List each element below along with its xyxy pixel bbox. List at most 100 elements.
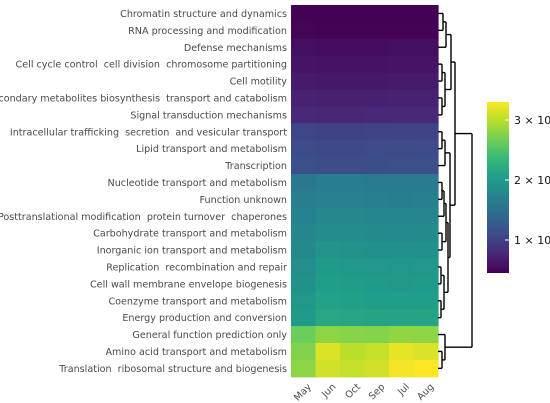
colorbar-tick-label: 1 × 10⁶: [514, 234, 550, 247]
heatmap-cell: [315, 326, 341, 344]
heatmap-cell: [340, 241, 366, 260]
row-label: Defense mechanisms: [184, 43, 287, 54]
row-labels: Chromatin structure and dynamics RNA proc…: [0, 9, 287, 375]
heatmap-cell: [315, 275, 341, 293]
heatmap-cell: [340, 123, 366, 141]
heatmap-cell: [413, 157, 439, 175]
heatmap-cell: [364, 174, 390, 192]
heatmap-cell: [413, 38, 439, 57]
heatmap-cell: [413, 21, 439, 40]
heatmap-cell: [389, 275, 415, 293]
heatmap-cell: [413, 5, 439, 23]
heatmap-cell: [389, 157, 415, 175]
row-label: Carbohydrate transport and metabolism: [93, 229, 287, 240]
heatmap-cell: [389, 309, 415, 327]
heatmap-cell: [315, 5, 341, 23]
heatmap-cell: [315, 21, 341, 40]
heatmap-cell: [291, 174, 317, 192]
heatmap-cell: [315, 123, 341, 141]
heatmap-cell: [291, 21, 317, 40]
heatmap-cell: [413, 292, 439, 310]
row-label: Posttranslational modification protein t…: [0, 212, 287, 223]
heatmap-cell: [389, 38, 415, 57]
heatmap-cell: [364, 309, 390, 327]
heatmap-cell: [364, 190, 390, 209]
heatmap-cell: [364, 207, 390, 226]
heatmap-cell: [389, 292, 415, 310]
heatmap-cell: [389, 72, 415, 91]
heatmap-cell: [413, 123, 439, 141]
heatmap-cell: [389, 21, 415, 40]
heatmap-cell: [389, 106, 415, 124]
column-label: Jul: [395, 382, 412, 399]
heatmap-cell: [291, 292, 317, 310]
heatmap-cell: [389, 5, 415, 23]
colorbar: 1 × 10⁶ 2 × 10⁶ 3 × 10⁶: [487, 102, 550, 273]
heatmap-cell: [364, 38, 390, 57]
heatmap-cell: [389, 123, 415, 141]
heatmap-cell: [364, 106, 390, 124]
colorbar-tick-label: 2 × 10⁶: [514, 174, 550, 187]
heatmap-cell: [315, 106, 341, 124]
heatmap-cell: [364, 5, 390, 23]
heatmap-cell: [413, 359, 439, 378]
heatmap-cell: [364, 89, 390, 107]
heatmap-cell: [389, 258, 415, 276]
heatmap-cell: [389, 207, 415, 226]
heatmap-cell: [340, 359, 366, 378]
row-label: Nucleotide transport and metabolism: [108, 178, 287, 189]
column-label: Aug: [415, 382, 436, 403]
heatmap-cell: [291, 123, 317, 141]
heatmap-cell: [364, 326, 390, 344]
heatmap-cell: [364, 55, 390, 74]
heatmap-cell: [315, 292, 341, 310]
row-label: General function prediction only: [132, 330, 287, 341]
heatmap-cell: [340, 72, 366, 91]
row-label: Chromatin structure and dynamics: [120, 9, 287, 20]
heatmap-cell: [291, 207, 317, 226]
heatmap-cell: [315, 72, 341, 91]
heatmap-cell: [340, 224, 366, 243]
row-label: Amino acid transport and metabolism: [105, 347, 287, 358]
heatmap-cell: [291, 55, 317, 74]
row-label: Cell cycle control cell division chromos…: [16, 60, 287, 71]
heatmap-cell: [364, 21, 390, 40]
heatmap-cell: [315, 190, 341, 209]
heatmap-cell: [389, 224, 415, 243]
heatmap-cell: [389, 174, 415, 192]
heatmap-cell: [340, 38, 366, 57]
heatmap-cell: [291, 140, 317, 158]
heatmap-cell: [291, 258, 317, 276]
heatmap-cell: [291, 5, 317, 23]
heatmap-cell: [413, 174, 439, 192]
heatmap-cell: [413, 106, 439, 124]
row-label: Transcription: [224, 161, 287, 172]
heatmap-cell: [364, 241, 390, 260]
row-label: Energy production and conversion: [122, 313, 287, 324]
heatmap-cell: [389, 55, 415, 74]
heatmap-cell: [340, 258, 366, 276]
heatmap-cell: [340, 292, 366, 310]
heatmap-cell: [413, 89, 439, 107]
heatmap-cell: [315, 224, 341, 243]
column-label: Oct: [343, 382, 363, 402]
heatmap-cell: [413, 190, 439, 209]
heatmap-cell: [389, 89, 415, 107]
heatmap-cell: [364, 275, 390, 293]
heatmap-cell: [364, 157, 390, 175]
heatmap-cell: [340, 309, 366, 327]
heatmap-cell: [413, 72, 439, 91]
colorbar-gradient: [487, 102, 509, 273]
heatmap-cell: [291, 224, 317, 243]
heatmap-cell: [413, 258, 439, 276]
heatmap-cell: [291, 309, 317, 327]
heatmap-cell: [315, 343, 341, 361]
heatmap-cell: [291, 38, 317, 57]
column-label: Jun: [319, 382, 338, 401]
heatmap-cell: [291, 157, 317, 175]
heatmap-cell: [340, 140, 366, 158]
heatmap-cell: [364, 140, 390, 158]
heatmap-cell: [340, 343, 366, 361]
heatmap-cell: [389, 190, 415, 209]
